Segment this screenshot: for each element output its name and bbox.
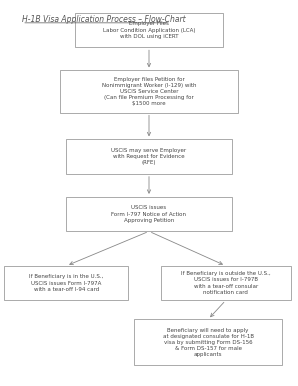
Text: USCIS issues
Form I-797 Notice of Action
Approving Petition: USCIS issues Form I-797 Notice of Action… — [111, 205, 187, 223]
Text: If Beneficiary is in the U.S.,
USCIS issues Form I-797A
with a tear-off I-94 car: If Beneficiary is in the U.S., USCIS iss… — [29, 274, 103, 292]
FancyBboxPatch shape — [60, 70, 238, 113]
FancyBboxPatch shape — [66, 197, 232, 231]
Text: H-1B Visa Application Process – Flow-Chart: H-1B Visa Application Process – Flow-Cha… — [22, 15, 186, 24]
FancyBboxPatch shape — [134, 320, 282, 366]
Text: If Beneficiary is outside the U.S.,
USCIS issues for I-797B
with a tear-off cons: If Beneficiary is outside the U.S., USCI… — [181, 271, 271, 295]
Text: Employer files Petition for
Nonimmigrant Worker (I-129) with
USCIS Service Cente: Employer files Petition for Nonimmigrant… — [102, 76, 196, 107]
FancyBboxPatch shape — [75, 13, 223, 47]
FancyBboxPatch shape — [4, 266, 128, 300]
FancyBboxPatch shape — [66, 139, 232, 174]
FancyBboxPatch shape — [161, 266, 291, 300]
Text: USCIS may serve Employer
with Request for Evidence
(RFE): USCIS may serve Employer with Request fo… — [111, 148, 187, 165]
Text: Employer Files
Labor Condition Application (LCA)
with DOL using iCERT: Employer Files Labor Condition Applicati… — [103, 22, 195, 39]
Text: Beneficiary will need to apply
at designated consulate for H-1B
visa by submitti: Beneficiary will need to apply at design… — [162, 328, 254, 357]
